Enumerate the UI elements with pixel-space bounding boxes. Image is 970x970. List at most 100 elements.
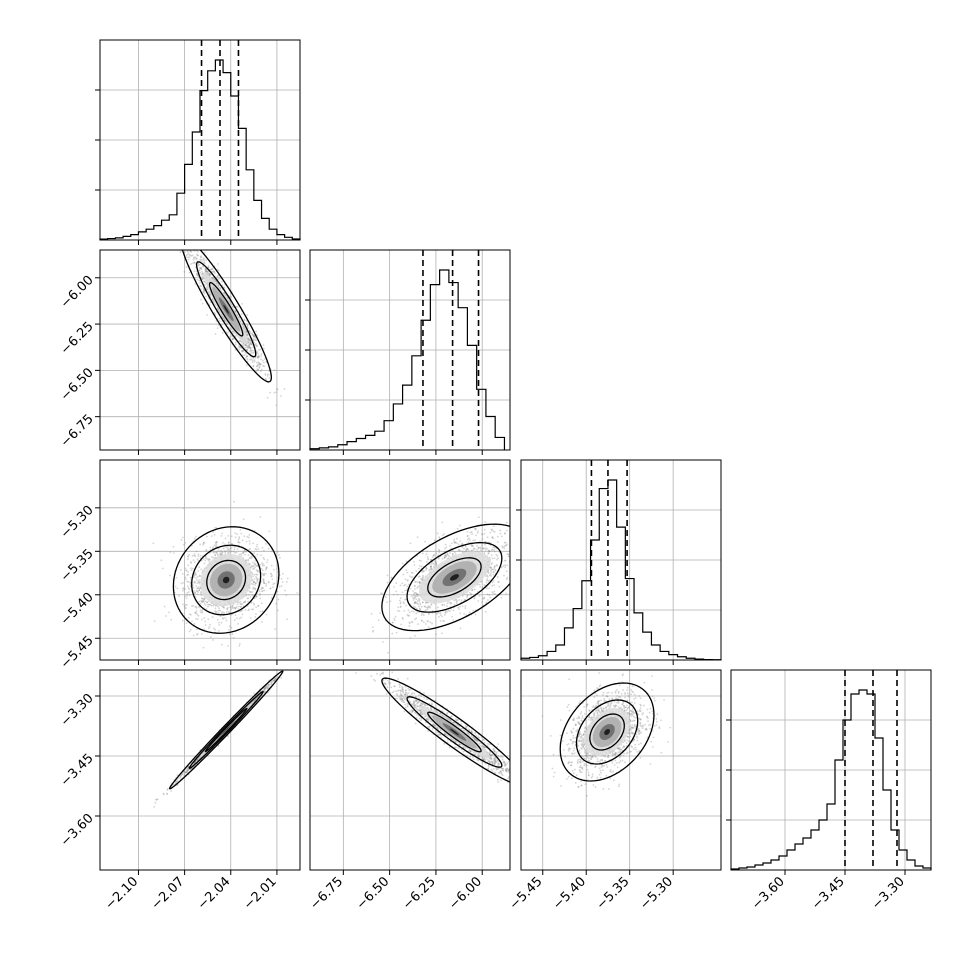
scatter-point	[248, 344, 251, 347]
scatter-point	[379, 612, 381, 614]
scatter-point	[424, 623, 427, 625]
scatter-point	[209, 273, 212, 276]
scatter-point	[483, 528, 486, 531]
scatter-point	[257, 355, 260, 358]
scatter-point	[193, 247, 195, 249]
scatter-point	[400, 623, 403, 626]
scatter-point	[463, 547, 465, 550]
scatter-point	[449, 552, 452, 554]
scatter-point	[419, 603, 422, 606]
scatter-point	[238, 536, 241, 538]
scatter-point	[484, 543, 486, 546]
scatter-point	[495, 553, 498, 556]
scatter-point	[172, 225, 174, 227]
scatter-point	[244, 329, 247, 331]
scatter-point	[425, 606, 428, 609]
scatter-point	[284, 589, 286, 592]
scatter-point	[166, 792, 169, 795]
scatter-point	[271, 586, 274, 588]
scatter-point	[203, 280, 205, 283]
scatter-point	[187, 235, 189, 237]
scatter-point	[203, 291, 205, 294]
scatter-point	[416, 595, 419, 598]
scatter-point	[416, 587, 418, 589]
scatter-point	[217, 621, 220, 624]
scatter-point	[195, 617, 198, 620]
scatter-point	[258, 355, 261, 358]
scatter-point	[206, 288, 209, 291]
scatter-point	[196, 272, 199, 275]
scatter-point	[172, 545, 175, 548]
scatter-point	[216, 540, 219, 543]
scatter-point	[270, 564, 273, 567]
scatter-point	[193, 575, 195, 578]
scatter-point	[253, 351, 255, 354]
scatter-point	[372, 629, 375, 632]
scatter-point	[189, 250, 192, 252]
scatter-point	[420, 559, 422, 562]
scatter-point	[413, 602, 416, 605]
scatter-point	[217, 612, 220, 615]
scatter-point	[451, 549, 454, 552]
scatter-point	[516, 580, 518, 582]
scatter-point	[430, 604, 433, 606]
scatter-point	[264, 374, 267, 376]
scatter-point	[404, 598, 406, 601]
scatter-point	[434, 561, 437, 564]
scatter-point	[245, 352, 247, 355]
scatter-point	[198, 269, 200, 272]
scatter-point	[503, 545, 506, 548]
scatter-point	[441, 603, 444, 606]
scatter-point	[263, 564, 266, 567]
scatter-point	[391, 621, 394, 624]
scatter-point	[194, 242, 196, 244]
scatter-point	[173, 247, 175, 249]
scatter-point	[196, 587, 198, 590]
scatter-point	[489, 558, 492, 561]
scatter-point	[433, 554, 436, 557]
scatter-point	[200, 256, 203, 259]
scatter-point	[260, 572, 263, 575]
scatter-point	[395, 631, 398, 634]
scatter-point	[216, 275, 219, 278]
scatter-point	[166, 787, 169, 790]
scatter-point	[451, 615, 453, 618]
scatter-point	[231, 338, 234, 341]
scatter-point	[204, 284, 206, 286]
scatter-point	[208, 558, 210, 561]
scatter-point	[227, 551, 230, 554]
scatter-point	[416, 593, 419, 595]
scatter-point	[195, 605, 198, 608]
scatter-point	[430, 565, 432, 568]
scatter-point	[414, 588, 416, 590]
scatter-point	[406, 614, 409, 616]
scatter-point	[471, 589, 473, 592]
scatter-point	[249, 346, 251, 349]
scatter-point	[176, 783, 179, 786]
scatter-point	[207, 266, 210, 269]
scatter-point	[237, 541, 240, 544]
scatter-point	[261, 546, 264, 549]
scatter-point	[202, 274, 205, 276]
scatter-point	[268, 530, 271, 533]
scatter-point	[170, 221, 172, 223]
scatter-point	[492, 580, 495, 582]
scatter-point	[409, 587, 412, 590]
scatter-point	[253, 335, 255, 338]
scatter-point	[198, 266, 201, 269]
scatter-point	[251, 333, 254, 336]
scatter-point	[170, 618, 173, 621]
scatter-point	[241, 350, 243, 353]
scatter-point	[523, 510, 525, 512]
scatter-point	[190, 569, 193, 572]
scatter-point	[193, 589, 195, 592]
scatter-point	[409, 637, 412, 639]
scatter-point	[487, 552, 490, 555]
scatter-point	[274, 678, 276, 680]
scatter-point	[413, 597, 416, 599]
scatter-point	[212, 545, 215, 548]
scatter-point	[213, 551, 216, 554]
scatter-point	[186, 253, 189, 256]
scatter-point	[455, 602, 458, 605]
scatter-point	[242, 518, 245, 521]
